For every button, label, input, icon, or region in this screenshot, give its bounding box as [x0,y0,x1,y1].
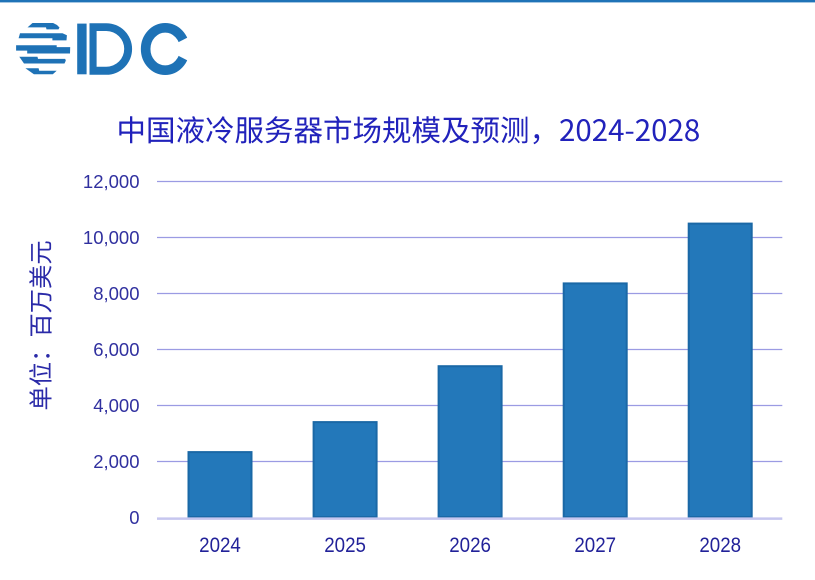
svg-text:6,000: 6,000 [93,339,139,360]
svg-text:10,000: 10,000 [83,227,140,248]
svg-text:2,000: 2,000 [93,451,139,472]
svg-text:2024: 2024 [199,533,241,557]
svg-text:4,000: 4,000 [93,395,139,416]
svg-text:0: 0 [129,507,139,528]
svg-text:12,000: 12,000 [83,171,140,192]
svg-text:2027: 2027 [574,533,616,557]
svg-text:2025: 2025 [324,533,366,557]
svg-text:8,000: 8,000 [93,283,139,304]
svg-text:2026: 2026 [449,533,491,557]
svg-text:2028: 2028 [699,533,741,557]
